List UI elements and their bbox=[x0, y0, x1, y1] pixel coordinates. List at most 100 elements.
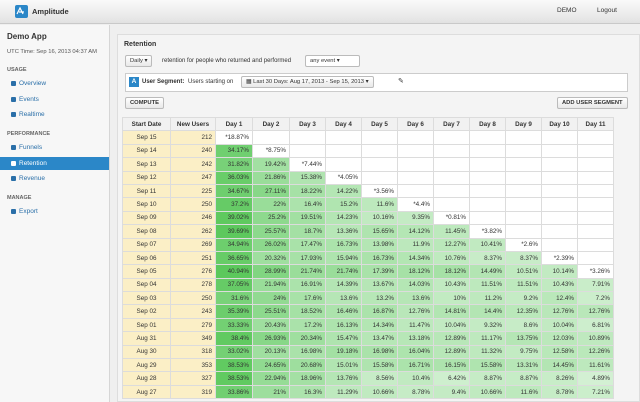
nav-icon bbox=[11, 81, 16, 86]
new-users: 242 bbox=[170, 157, 216, 172]
empty-cell bbox=[433, 183, 470, 199]
empty-cell bbox=[541, 170, 578, 185]
retention-cell: 19.18% bbox=[325, 344, 362, 360]
start-date: Sep 13 bbox=[122, 157, 171, 172]
empty-cell bbox=[577, 130, 614, 145]
start-date: Sep 09 bbox=[122, 210, 171, 226]
retention-cell: 39.69% bbox=[215, 224, 253, 239]
retention-cell: 9.35% bbox=[397, 210, 434, 226]
new-users: 318 bbox=[170, 344, 216, 360]
retention-cell: 17.2% bbox=[289, 317, 326, 333]
retention-cell: 8.26% bbox=[541, 371, 578, 386]
nav-label: Retention bbox=[19, 159, 47, 167]
empty-cell bbox=[577, 224, 614, 239]
retention-cell: 37.2% bbox=[215, 197, 253, 212]
empty-cell bbox=[505, 157, 542, 172]
empty-cell bbox=[505, 210, 542, 226]
retention-cell: 26.02% bbox=[252, 237, 290, 252]
retention-cell: 10.76% bbox=[433, 250, 470, 266]
empty-cell bbox=[469, 143, 506, 159]
retention-cell: *3.26% bbox=[577, 264, 614, 279]
retention-cell: 13.18% bbox=[397, 331, 434, 346]
table-row: Aug 30 318 33.02% 20.13% 16.98% 19.18% 16.98% 1… bbox=[122, 344, 614, 360]
table-row: Sep 08 262 39.69% 25.57% 18.7% 13.36% 15.65% 14… bbox=[122, 224, 614, 239]
nav-icon bbox=[11, 145, 16, 150]
segment-text: Users starting on bbox=[188, 79, 234, 85]
retention-cell: 18.7% bbox=[289, 224, 326, 239]
empty-cell bbox=[325, 143, 362, 159]
retention-cell: 15.94% bbox=[325, 250, 362, 266]
column-header: Day 10 bbox=[541, 116, 578, 132]
edit-icon[interactable]: ✎ bbox=[398, 78, 404, 85]
retention-cell: 18.96% bbox=[289, 371, 326, 386]
new-users: 279 bbox=[170, 317, 216, 333]
retention-cell: 7.91% bbox=[577, 277, 614, 293]
retention-cell: 16.4% bbox=[289, 197, 326, 212]
table-row: Aug 27 319 33.86% 21% 16.3% 11.29% 10.66% 8.78%… bbox=[122, 384, 614, 400]
new-users: 243 bbox=[170, 304, 216, 319]
start-date: Sep 02 bbox=[122, 304, 171, 319]
add-segment-button[interactable]: ADD USER SEGMENT bbox=[557, 97, 628, 109]
column-header: Day 8 bbox=[469, 116, 506, 132]
retention-cell: 25.51% bbox=[252, 304, 290, 319]
retention-cell: 17.93% bbox=[289, 250, 326, 266]
new-users: 251 bbox=[170, 250, 216, 266]
column-header: Day 1 bbox=[215, 116, 253, 132]
retention-cell: 37.05% bbox=[215, 277, 253, 293]
empty-cell bbox=[361, 143, 398, 159]
retention-cell: 20.34% bbox=[289, 331, 326, 346]
nav-item[interactable]: Funnels bbox=[0, 141, 109, 154]
nav-item[interactable]: Realtime bbox=[0, 108, 109, 121]
table-row: Sep 01 279 33.33% 20.43% 17.2% 16.13% 14.34% 11… bbox=[122, 317, 614, 333]
nav-item[interactable]: Overview bbox=[0, 77, 109, 90]
retention-cell: 14.12% bbox=[397, 224, 434, 239]
retention-cell: 10.04% bbox=[541, 317, 578, 333]
nav-label: Revenue bbox=[19, 175, 46, 182]
nav-item[interactable]: Export bbox=[0, 205, 109, 218]
demo-link[interactable]: DEMO bbox=[557, 7, 577, 14]
empty-cell bbox=[577, 170, 614, 185]
start-date: Sep 11 bbox=[122, 183, 171, 199]
retention-cell: 21.74% bbox=[325, 264, 362, 279]
section-title: USAGE bbox=[7, 67, 27, 73]
nav-item[interactable]: Retention bbox=[0, 156, 109, 170]
retention-cell: 10.04% bbox=[433, 317, 470, 333]
column-header: Start Date bbox=[122, 116, 171, 132]
interval-select[interactable]: Daily ▾ bbox=[125, 55, 153, 67]
logout-link[interactable]: Logout bbox=[597, 7, 617, 14]
retention-cell: 10.16% bbox=[361, 210, 398, 226]
retention-cell: 12.76% bbox=[397, 304, 434, 319]
table-row: Sep 09 246 39.02% 25.2% 19.51% 14.23% 10.16% 9.… bbox=[122, 210, 614, 226]
start-date: Sep 06 bbox=[122, 250, 171, 266]
empty-cell bbox=[469, 197, 506, 212]
empty-cell bbox=[505, 183, 542, 199]
nav-item[interactable]: Revenue bbox=[0, 172, 109, 185]
retention-cell: 28.99% bbox=[252, 264, 290, 279]
retention-cell: 16.98% bbox=[361, 344, 398, 360]
retention-cell: 8.37% bbox=[469, 250, 506, 266]
nav-item[interactable]: Events bbox=[0, 93, 109, 106]
retention-cell: 10% bbox=[433, 291, 470, 306]
empty-cell bbox=[505, 170, 542, 185]
table-row: Sep 02 243 35.39% 25.51% 18.52% 16.46% 16.87% 1… bbox=[122, 304, 614, 319]
event-text: any event bbox=[310, 58, 336, 64]
retention-cell: 7.21% bbox=[577, 384, 614, 400]
retention-cell: 18.12% bbox=[397, 264, 434, 279]
section-title: MANAGE bbox=[7, 195, 32, 201]
retention-cell: 19.51% bbox=[289, 210, 326, 226]
empty-cell bbox=[469, 130, 506, 145]
table-row: Sep 06 251 36.65% 20.32% 17.93% 15.94% 16.73% 1… bbox=[122, 250, 614, 266]
event-select[interactable]: any event ▾ bbox=[305, 55, 360, 67]
retention-cell: 15.47% bbox=[325, 331, 362, 346]
retention-cell: 21.94% bbox=[252, 277, 290, 293]
date-range[interactable]: ▦ Last 30 Days: Aug 17, 2013 - Sep 15, 2… bbox=[241, 76, 374, 88]
new-users: 269 bbox=[170, 237, 216, 252]
retention-cell: 13.76% bbox=[325, 371, 362, 386]
retention-cell: 24% bbox=[252, 291, 290, 306]
app-name: Demo App bbox=[7, 32, 47, 41]
retention-cell: 24.65% bbox=[252, 358, 290, 373]
retention-cell: 16.13% bbox=[325, 317, 362, 333]
compute-button[interactable]: COMPUTE bbox=[125, 97, 164, 109]
new-users: 247 bbox=[170, 170, 216, 185]
